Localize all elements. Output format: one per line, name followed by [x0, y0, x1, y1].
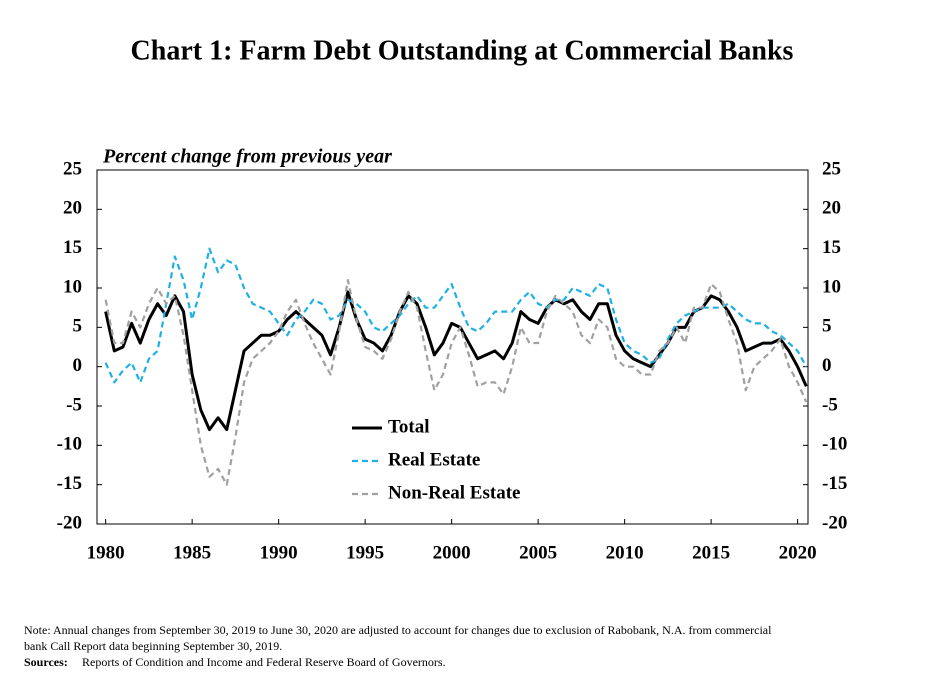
series-line	[104, 290, 808, 432]
legend-label: Non-Real Estate	[388, 482, 520, 503]
y2-tick-label: 10	[822, 276, 841, 297]
x-tick-label: 2015	[692, 542, 730, 563]
note: Note: Annual changes from September 30, …	[24, 623, 772, 637]
sources-label: Sources:	[24, 655, 68, 669]
y-tick-label: 5	[73, 316, 83, 337]
x-tick-label: 2010	[606, 542, 644, 563]
sources: Reports of Condition and Income and Fede…	[82, 655, 446, 669]
y-tick-label: -15	[57, 473, 82, 494]
y2-tick-label: -10	[822, 434, 847, 455]
x-tick-label: 2005	[519, 542, 557, 563]
legend-label: Total	[388, 416, 430, 437]
note: bank Call Report data beginning Septembe…	[24, 639, 282, 653]
y2-tick-label: 0	[822, 355, 832, 376]
chart-title: Chart 1: Farm Debt Outstanding at Commer…	[131, 35, 794, 66]
x-tick-label: 1990	[260, 542, 298, 563]
y2-tick-label: -5	[822, 394, 838, 415]
y2-tick-label: 25	[822, 158, 841, 179]
y-axis-label: Percent change from previous year	[102, 146, 392, 168]
x-tick-label: 1985	[173, 542, 211, 563]
legend-label: Real Estate	[388, 449, 480, 470]
series-line	[104, 247, 808, 384]
y2-tick-label: 15	[822, 237, 841, 258]
y-tick-label: -20	[57, 512, 82, 533]
y2-tick-label: -15	[822, 473, 847, 494]
x-tick-label: 2020	[779, 542, 817, 563]
y2-tick-label: -20	[822, 512, 847, 533]
series-line	[104, 279, 808, 486]
y-tick-label: 25	[63, 158, 82, 179]
y-tick-label: 10	[63, 276, 82, 297]
y2-tick-label: 20	[822, 198, 841, 219]
y-tick-label: 0	[73, 355, 83, 376]
x-tick-label: 1980	[87, 542, 125, 563]
y2-tick-label: 5	[822, 316, 832, 337]
y-tick-label: 20	[63, 198, 82, 219]
x-tick-label: 1995	[346, 542, 384, 563]
x-tick-label: 2000	[433, 542, 471, 563]
y-tick-label: -5	[66, 394, 82, 415]
y-tick-label: -10	[57, 434, 82, 455]
y-tick-label: 15	[63, 237, 82, 258]
plot-frame	[96, 169, 809, 525]
